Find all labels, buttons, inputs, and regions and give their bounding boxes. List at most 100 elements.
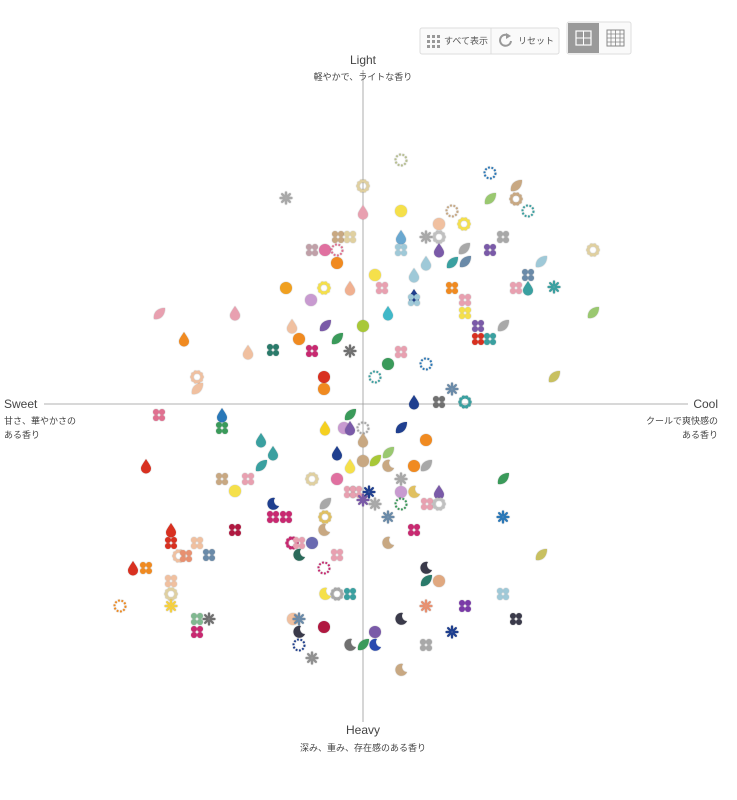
fragrance-point[interactable] (331, 473, 343, 485)
fragrance-point[interactable] (267, 344, 279, 356)
fragrance-point[interactable] (216, 473, 228, 485)
fragrance-point[interactable] (318, 523, 330, 536)
fragrance-point[interactable] (433, 396, 445, 408)
fragrance-point[interactable] (446, 282, 458, 294)
fragrance-point[interactable] (202, 612, 216, 626)
fragrance-point[interactable] (165, 575, 177, 587)
fragrance-point[interactable] (394, 153, 408, 167)
fragrance-point[interactable] (421, 256, 431, 271)
fragrance-point[interactable] (356, 179, 370, 193)
fragrance-point[interactable] (395, 244, 407, 256)
fragrance-point[interactable] (344, 638, 356, 651)
fragrance-point[interactable] (408, 460, 420, 472)
fragrance-point[interactable] (140, 562, 152, 574)
fragrance-point[interactable] (510, 613, 522, 625)
fragrance-point[interactable] (497, 588, 509, 600)
fragrance-point[interactable] (191, 537, 203, 549)
fragrance-point[interactable] (293, 333, 305, 345)
fragrance-point[interactable] (216, 422, 228, 434)
fragrance-point[interactable] (292, 638, 306, 652)
fragrance-point[interactable] (141, 459, 151, 474)
fragrance-point[interactable] (420, 434, 432, 446)
fragrance-point[interactable] (242, 473, 254, 485)
fragrance-point[interactable] (350, 486, 362, 498)
fragrance-point[interactable] (408, 294, 420, 306)
fragrance-point[interactable] (331, 257, 343, 269)
fragrance-point[interactable] (510, 180, 522, 192)
fragrance-point[interactable] (420, 639, 432, 651)
fragrance-point[interactable] (256, 433, 266, 448)
fragrance-point[interactable] (331, 549, 343, 561)
fragrance-point[interactable] (287, 319, 297, 334)
fragrance-point[interactable] (376, 282, 388, 294)
fragrance-point[interactable] (458, 395, 472, 409)
fragrance-point[interactable] (113, 599, 127, 613)
fragrance-point[interactable] (345, 281, 355, 296)
fragrance-point[interactable] (395, 346, 407, 358)
fragrance-point[interactable] (521, 204, 535, 218)
fragrance-point[interactable] (191, 383, 203, 395)
fragrance-point[interactable] (394, 472, 408, 486)
fragrance-point[interactable] (459, 256, 471, 268)
fragrance-point[interactable] (319, 244, 331, 256)
fragrance-point[interactable] (166, 523, 176, 538)
fragrance-point[interactable] (368, 497, 382, 511)
fragrance-point[interactable] (180, 550, 192, 562)
fragrance-point[interactable] (497, 231, 509, 243)
fragrance-point[interactable] (164, 599, 178, 613)
reset-button[interactable]: リセット (499, 33, 554, 47)
fragrance-point[interactable] (229, 485, 241, 497)
fragrance-point[interactable] (445, 382, 459, 396)
fragrance-point[interactable] (420, 575, 432, 587)
fragrance-point[interactable] (217, 408, 227, 423)
fragrance-point[interactable] (305, 472, 319, 486)
fragrance-point[interactable] (345, 459, 355, 474)
fragrance-point[interactable] (279, 191, 293, 205)
fragrance-point[interactable] (459, 307, 471, 319)
fragrance-point[interactable] (317, 281, 331, 295)
fragrance-point[interactable] (280, 282, 292, 294)
fragrance-point[interactable] (267, 497, 279, 510)
fragrance-point[interactable] (381, 510, 395, 524)
fragrance-point[interactable] (191, 613, 203, 625)
fragrance-point[interactable] (305, 651, 319, 665)
fragrance-point[interactable] (230, 306, 240, 321)
fragrance-point[interactable] (190, 370, 204, 384)
fragrance-point[interactable] (433, 575, 445, 587)
fragrance-point[interactable] (382, 536, 394, 549)
fragrance-point[interactable] (446, 257, 458, 269)
fragrance-point[interactable] (497, 473, 509, 485)
fragrance-point[interactable] (344, 409, 356, 421)
fragrance-point[interactable] (344, 231, 356, 243)
fragrance-point[interactable] (509, 192, 523, 206)
fragrance-point[interactable] (369, 626, 381, 638)
fragrance-point[interactable] (330, 587, 344, 601)
fragrance-point[interactable] (319, 320, 331, 332)
fragrance-point[interactable] (383, 306, 393, 321)
fragrance-point[interactable] (395, 422, 407, 434)
fragrance-point[interactable] (547, 280, 561, 294)
fragrance-point[interactable] (432, 230, 446, 244)
fragrance-point[interactable] (293, 548, 305, 561)
fragrance-point[interactable] (203, 549, 215, 561)
fragrance-point[interactable] (433, 218, 445, 230)
fragrance-point[interactable] (369, 638, 381, 651)
fragrance-point[interactable] (320, 421, 330, 436)
fragrance-point[interactable] (358, 205, 368, 220)
fragrance-point[interactable] (292, 612, 306, 626)
fragrance-point[interactable] (369, 455, 381, 467)
fragrance-point[interactable] (306, 345, 318, 357)
fragrance-point[interactable] (305, 294, 317, 306)
fragrance-point[interactable] (395, 663, 407, 676)
fragrance-point[interactable] (293, 625, 305, 638)
fragrance-point[interactable] (343, 344, 357, 358)
fragrance-point[interactable] (191, 626, 203, 638)
fragrance-point[interactable] (510, 282, 522, 294)
fragrance-point[interactable] (497, 320, 509, 332)
fragrance-point[interactable] (267, 511, 279, 523)
fragrance-point[interactable] (459, 600, 471, 612)
fragrance-point[interactable] (396, 230, 406, 245)
fragrance-point[interactable] (434, 243, 444, 258)
fragrance-point[interactable] (229, 524, 241, 536)
fragrance-point[interactable] (394, 497, 408, 511)
